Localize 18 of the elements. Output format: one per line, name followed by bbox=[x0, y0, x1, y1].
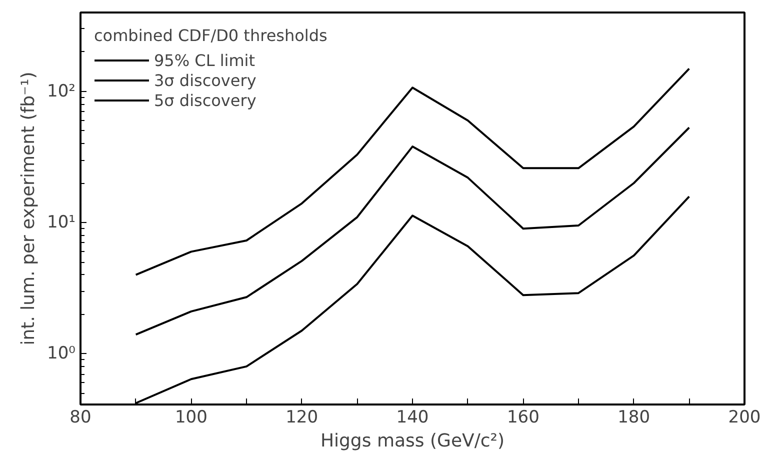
x-tick-label: 100 bbox=[174, 408, 208, 428]
x-tick-label: 160 bbox=[506, 408, 540, 428]
line-series bbox=[134, 126, 690, 336]
y-tick-label: 10² bbox=[47, 81, 76, 102]
legend-title: combined CDF/D0 thresholds bbox=[94, 26, 328, 45]
y-axis-title: int. lum. per experiment (fb⁻¹) bbox=[18, 72, 40, 346]
x-axis-title: Higgs mass (GeV/c²) bbox=[320, 430, 505, 452]
legend-label: 3σ discovery bbox=[154, 70, 256, 90]
x-tick-label: 140 bbox=[396, 408, 429, 428]
x-tick-label: 180 bbox=[618, 408, 650, 428]
legend-label: 95% CL limit bbox=[154, 50, 256, 70]
x-tick-label: 200 bbox=[728, 408, 761, 428]
y-tick-label: 10⁰ bbox=[47, 344, 76, 364]
legend-label: 5σ discovery bbox=[154, 90, 256, 110]
y-tick-label: 10¹ bbox=[47, 212, 76, 233]
line-series bbox=[134, 68, 690, 276]
x-tick-label: 120 bbox=[286, 408, 318, 428]
x-tick-label: 80 bbox=[70, 408, 92, 428]
